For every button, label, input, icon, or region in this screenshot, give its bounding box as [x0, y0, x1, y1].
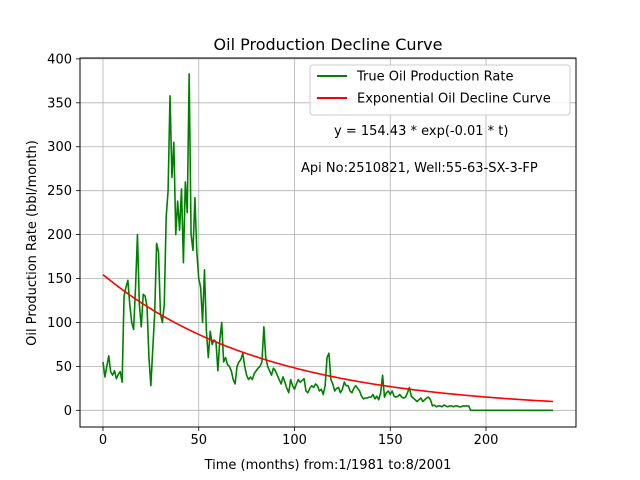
chart-title: Oil Production Decline Curve	[214, 35, 443, 54]
y-tick-label: 350	[47, 96, 72, 111]
series-line-exponential-decline	[102, 274, 554, 403]
y-tick-label: 200	[47, 228, 72, 243]
plot-series	[102, 73, 554, 412]
y-tick-label: 250	[47, 184, 72, 199]
y-tick-label: 0	[64, 404, 72, 419]
y-tick-label: 150	[47, 272, 72, 287]
y-axis-label: Oil Production Rate (bbl/month)	[25, 140, 40, 346]
legend-label-exponential: Exponential Oil Decline Curve	[357, 92, 551, 107]
x-tick-label: 100	[282, 433, 307, 448]
x-tick-label: 200	[474, 433, 499, 448]
well-annotation: Api No:2510821, Well:55-63-SX-3-FP	[301, 161, 538, 176]
equation-annotation: y = 154.43 * exp(-0.01 * t)	[334, 124, 508, 139]
legend: True Oil Production Rate Exponential Oil…	[309, 64, 571, 116]
x-axis-label: Time (months) from:1/1981 to:8/2001	[204, 458, 452, 473]
x-tick-label: 50	[190, 433, 207, 448]
y-tick-label: 300	[47, 140, 72, 155]
series-line-true-oil-rate	[102, 73, 554, 412]
x-axis-ticks: 0 50 100 150 200	[99, 427, 499, 448]
x-tick-label: 150	[378, 433, 403, 448]
x-tick-label: 0	[99, 433, 107, 448]
y-tick-label: 100	[47, 316, 72, 331]
legend-box	[309, 64, 571, 116]
y-axis-ticks: 0 50 100 150 200 250 300 350 400	[47, 52, 80, 419]
y-tick-label: 400	[47, 52, 72, 67]
y-tick-label: 50	[55, 360, 72, 375]
plot-frame	[79, 57, 577, 428]
legend-label-true-rate: True Oil Production Rate	[356, 70, 513, 85]
